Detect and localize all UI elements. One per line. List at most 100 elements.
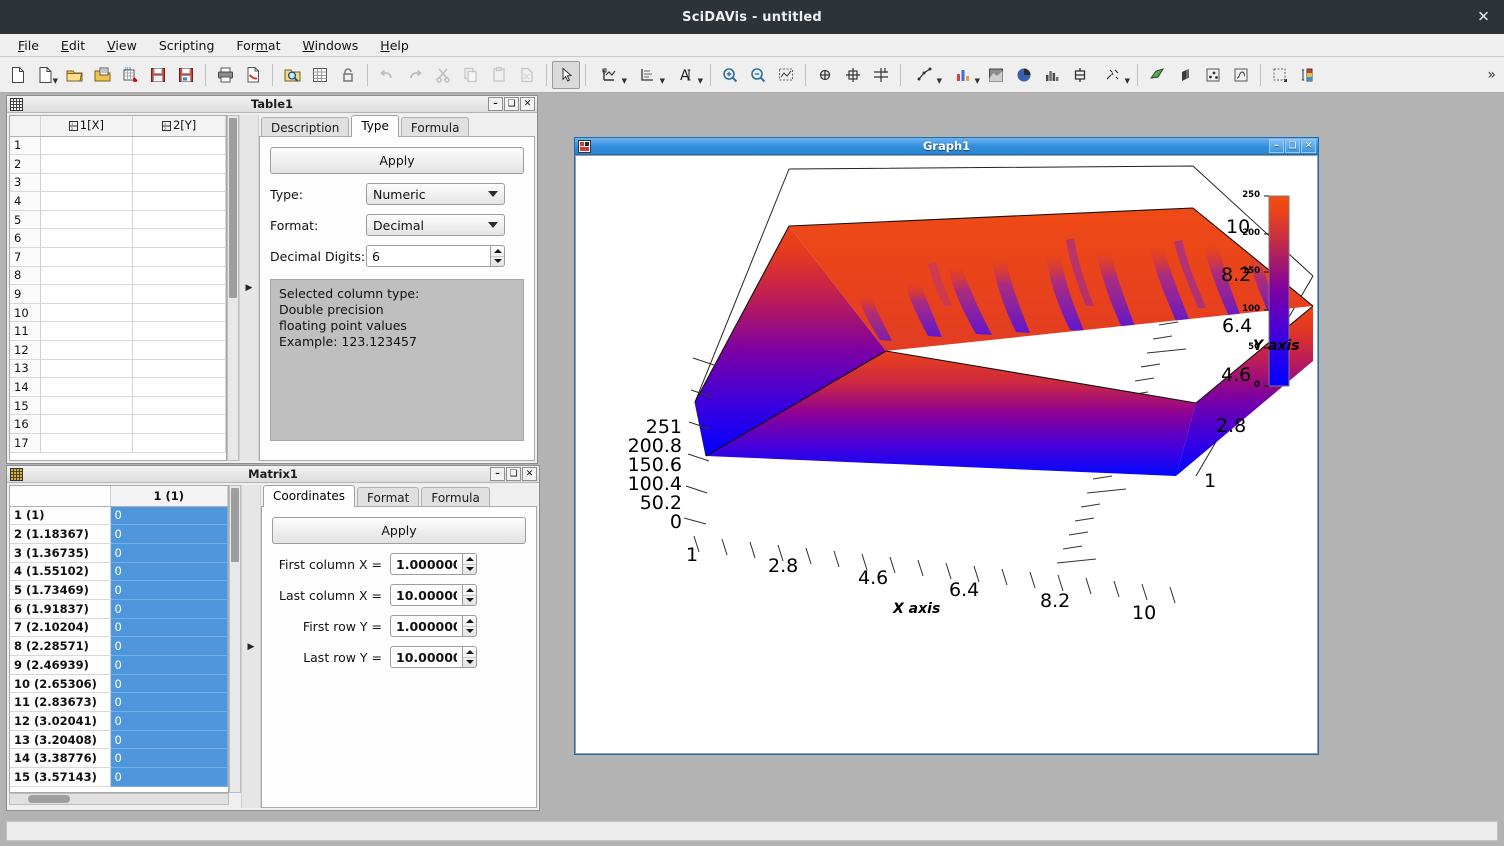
matrix1-minimize-button[interactable]: – <box>490 467 505 481</box>
matrix1-row-header[interactable]: 7 (2.10204) <box>10 618 111 638</box>
table1-cell[interactable] <box>132 173 226 193</box>
table1-cell[interactable] <box>40 191 134 211</box>
table1-cell[interactable] <box>40 396 134 416</box>
3d-scatter-icon[interactable] <box>1199 61 1227 89</box>
table1-close-button[interactable]: ✕ <box>520 97 535 111</box>
data-select-icon[interactable]: ▼ <box>591 61 629 89</box>
matrix-row[interactable]: 5 (1.73469) 0 <box>10 580 228 600</box>
matrix1-vertical-scrollbar[interactable] <box>229 485 241 793</box>
matrix-row[interactable]: 1 (1) 0 <box>10 506 228 526</box>
table1-row-header[interactable]: 17 <box>10 433 41 453</box>
table1-row-header[interactable]: 3 <box>10 173 41 193</box>
menu-item-view[interactable]: View <box>107 37 137 53</box>
decimal-digits-spinbox[interactable] <box>366 245 505 267</box>
matrix1-hscroll-thumb[interactable] <box>28 795 70 803</box>
last-column-x-spinbox[interactable] <box>390 584 477 606</box>
last-column-x-spinbox-input[interactable] <box>390 584 462 606</box>
table1-cell[interactable] <box>132 303 226 323</box>
table1-row-header[interactable]: 12 <box>10 340 41 360</box>
table1-cell[interactable] <box>40 173 134 193</box>
stepper-up-icon[interactable] <box>463 554 476 565</box>
tab-coordinates[interactable]: Coordinates <box>263 485 356 507</box>
table1-cell[interactable] <box>132 284 226 304</box>
type-select[interactable]: Numeric <box>366 183 505 205</box>
matrix1-scroll-thumb[interactable] <box>231 488 239 562</box>
format-select[interactable]: Decimal <box>366 214 505 236</box>
table1-cell[interactable] <box>132 247 226 267</box>
table-row[interactable]: 8 <box>10 266 226 286</box>
graph1-close-button[interactable]: ✕ <box>1301 139 1316 153</box>
matrix1-cell[interactable]: 0 <box>110 599 228 619</box>
matrix1-title-bar[interactable]: Matrix1 – ❑ ✕ <box>7 466 539 483</box>
graph1-title-bar[interactable]: Graph1 – ❑ ✕ <box>575 138 1318 155</box>
table1-title-bar[interactable]: Table1 – ❑ ✕ <box>7 96 537 113</box>
line-plot-icon[interactable]: ▼ <box>906 61 944 89</box>
matrix-row[interactable]: 2 (1.18367) 0 <box>10 524 228 544</box>
matrix1-apply-button[interactable]: Apply <box>272 517 526 544</box>
zoom-in-icon[interactable] <box>716 61 744 89</box>
pie-plot-icon[interactable] <box>1010 61 1038 89</box>
matrix1-row-header[interactable]: 3 (1.36735) <box>10 543 111 563</box>
table1-row-header[interactable]: 14 <box>10 377 41 397</box>
matrix1-row-header[interactable]: 4 (1.55102) <box>10 562 111 582</box>
matrix-row[interactable]: 15 (3.57143) 0 <box>10 767 228 787</box>
matrix1-row-header[interactable]: 8 (2.28571) <box>10 636 111 656</box>
last-row-y-spinbox-input[interactable] <box>390 646 462 668</box>
table1-cell[interactable] <box>40 210 134 230</box>
table1-cell[interactable] <box>40 266 134 286</box>
area-plot-icon[interactable] <box>982 61 1010 89</box>
matrix-row[interactable]: 12 (3.02041) 0 <box>10 711 228 731</box>
chevron-down-icon[interactable]: ▼ <box>1124 76 1130 85</box>
matrix1-data-table[interactable]: 1 (1) 1 (1) 0 2 (1.18367) 0 3 (1.36735) 0 4 (1… <box>10 486 228 787</box>
3d-bars-icon[interactable] <box>1171 61 1199 89</box>
first-column-x-spinbox-input[interactable] <box>390 553 462 575</box>
table1-cell[interactable] <box>40 414 134 434</box>
table1-row-header[interactable]: 16 <box>10 414 41 434</box>
histogram-icon[interactable] <box>1038 61 1066 89</box>
stepper-down-icon[interactable] <box>463 627 476 637</box>
save-project-icon[interactable] <box>144 61 172 89</box>
import-ascii-icon[interactable]: 123 <box>116 61 144 89</box>
table1-row-header[interactable]: 9 <box>10 284 41 304</box>
rescale-icon[interactable] <box>772 61 800 89</box>
table-row[interactable]: 9 <box>10 284 226 304</box>
export-pdf-icon[interactable] <box>239 61 267 89</box>
open-template-icon[interactable] <box>88 61 116 89</box>
matrix-row[interactable]: 7 (2.10204) 0 <box>10 618 228 638</box>
stepper-up-icon[interactable] <box>491 246 504 257</box>
matrix-row[interactable]: 4 (1.55102) 0 <box>10 562 228 582</box>
vector-plot-icon[interactable]: ▼ <box>1094 61 1132 89</box>
box-plot-icon[interactable] <box>1066 61 1094 89</box>
table-row[interactable]: 15 <box>10 396 226 416</box>
matrix1-cell[interactable]: 0 <box>110 562 228 582</box>
table1-cell[interactable] <box>132 377 226 397</box>
matrix-row[interactable]: 10 (2.65306) 0 <box>10 674 228 694</box>
results-log-icon[interactable] <box>306 61 334 89</box>
decimal-digits-input[interactable] <box>366 245 490 267</box>
table1-cell[interactable] <box>132 228 226 249</box>
table-row[interactable]: 12 <box>10 340 226 360</box>
stepper-up-icon[interactable] <box>463 647 476 658</box>
graph1-window[interactable]: Graph1 – ❑ ✕ <box>574 137 1319 755</box>
table1-cell[interactable] <box>132 433 226 453</box>
matrix1-row-header[interactable]: 12 (3.02041) <box>10 711 111 731</box>
table1-cell[interactable] <box>132 154 226 174</box>
splitter-arrow-icon[interactable]: ▶ <box>245 283 253 293</box>
table1-cell[interactable] <box>40 284 134 304</box>
matrix1-row-header[interactable]: 11 (2.83673) <box>10 692 111 713</box>
table1-cell[interactable] <box>40 433 134 453</box>
matrix1-cell[interactable]: 0 <box>110 655 228 675</box>
stepper-up-icon[interactable] <box>463 616 476 627</box>
matrix1-cell[interactable]: 0 <box>110 543 228 563</box>
table1-cell[interactable] <box>132 396 226 416</box>
graph1-plot-canvas[interactable]: 250 200 150 100 50 0 0 50.2 100.4 150.6 … <box>575 155 1318 754</box>
decimal-digits-stepper[interactable] <box>490 245 505 267</box>
chevron-down-icon[interactable] <box>488 191 498 197</box>
table1-maximize-button[interactable]: ❑ <box>504 97 519 111</box>
table-row[interactable]: 10 <box>10 303 226 323</box>
splitter-arrow-icon[interactable]: ▶ <box>247 641 255 652</box>
matrix-row[interactable]: 14 (3.38776) 0 <box>10 748 228 769</box>
table1-splitter-handle[interactable]: ▶ <box>239 115 259 461</box>
